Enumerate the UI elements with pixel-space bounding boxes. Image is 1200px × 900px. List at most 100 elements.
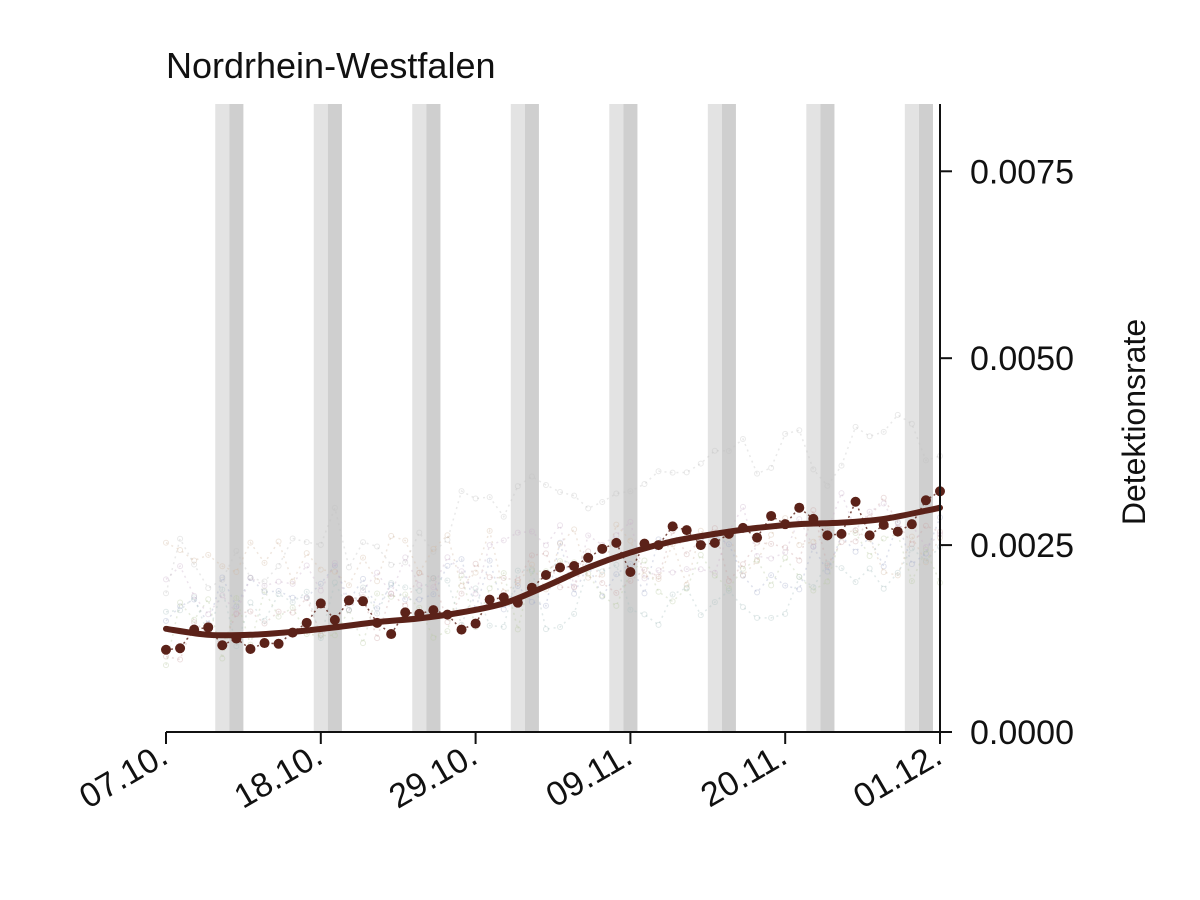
background-point <box>303 588 310 595</box>
background-point <box>331 504 338 511</box>
background-point <box>824 568 831 575</box>
background-point <box>557 522 564 529</box>
data-point <box>583 552 594 563</box>
background-point <box>725 447 732 454</box>
background-point <box>739 435 746 442</box>
background-point <box>922 550 929 557</box>
background-point <box>810 543 817 550</box>
data-point <box>555 562 566 573</box>
background-point <box>528 598 535 605</box>
background-point <box>416 569 423 576</box>
data-point <box>878 519 889 530</box>
data-point <box>175 643 186 654</box>
background-point <box>838 565 845 572</box>
background-point <box>641 480 648 487</box>
background-point <box>331 579 338 586</box>
background-point <box>782 610 789 617</box>
background-point <box>866 565 873 572</box>
background-point <box>191 616 198 623</box>
background-point <box>697 551 704 558</box>
background-point <box>177 599 184 606</box>
background-point <box>599 571 606 578</box>
y-tick-label: 0.0075 <box>970 153 1074 191</box>
background-point <box>655 588 662 595</box>
background-point <box>444 562 451 569</box>
background-point <box>275 608 282 615</box>
weekend-band-dark <box>918 104 933 732</box>
background-point <box>303 595 310 602</box>
background-point <box>571 526 578 533</box>
background-point <box>627 560 634 567</box>
background-point <box>739 572 746 579</box>
background-point <box>331 568 338 575</box>
weekend-band-dark <box>327 104 342 732</box>
background-point <box>852 527 859 534</box>
background-point <box>191 592 198 599</box>
background-point <box>838 539 845 546</box>
background-point <box>289 578 296 585</box>
data-point <box>231 633 242 644</box>
background-point <box>908 545 915 552</box>
background-point <box>388 590 395 597</box>
background-point <box>768 555 775 562</box>
background-point <box>514 567 521 574</box>
background-point <box>472 560 479 567</box>
background-point <box>528 528 535 535</box>
background-point <box>163 608 169 615</box>
weekend-band-dark <box>623 104 638 732</box>
data-point <box>639 538 650 549</box>
background-point <box>571 583 578 590</box>
background-point <box>557 584 564 591</box>
data-point <box>343 595 354 606</box>
weekend-band-light <box>510 104 525 732</box>
data-point <box>667 521 678 532</box>
background-point <box>402 554 409 561</box>
background-point <box>782 554 789 561</box>
data-point <box>737 522 748 533</box>
background-point <box>725 587 732 594</box>
weekend-band-light <box>412 104 427 732</box>
background-point <box>261 578 268 585</box>
background-point <box>810 543 817 550</box>
background-point <box>233 595 240 602</box>
background-point <box>514 529 521 536</box>
background-point <box>486 557 493 564</box>
background-point <box>796 573 803 580</box>
background-point <box>191 561 198 568</box>
background-point <box>528 568 535 575</box>
data-point <box>780 519 791 530</box>
background-point <box>486 574 493 581</box>
background-point <box>754 553 761 560</box>
data-point <box>442 609 453 620</box>
background-point <box>303 550 310 557</box>
background-point <box>796 542 803 549</box>
background-point <box>725 541 732 548</box>
background-point <box>500 537 507 544</box>
background-point <box>894 520 901 527</box>
background-point <box>275 613 282 620</box>
background-point <box>360 554 367 561</box>
background-point <box>331 632 338 639</box>
background-point <box>247 539 254 546</box>
background-point <box>275 538 282 545</box>
background-point <box>542 550 549 557</box>
background-point <box>163 662 169 669</box>
points-layer <box>161 486 945 655</box>
background-point <box>247 574 254 581</box>
data-point <box>597 543 608 554</box>
background-point <box>739 572 746 579</box>
weekend-band-dark <box>229 104 244 732</box>
weekend-band-dark <box>524 104 539 732</box>
background-point <box>205 585 212 592</box>
background-point <box>641 590 648 597</box>
background-point <box>514 577 521 584</box>
data-point <box>161 644 171 655</box>
background-point <box>317 541 324 548</box>
weekend-shading <box>215 104 933 732</box>
background-point <box>486 622 493 629</box>
background-point <box>697 612 704 619</box>
x-tick-label: 01.12. <box>847 736 948 816</box>
background-point <box>613 561 620 568</box>
background-point <box>697 527 704 534</box>
background-point <box>374 569 381 576</box>
